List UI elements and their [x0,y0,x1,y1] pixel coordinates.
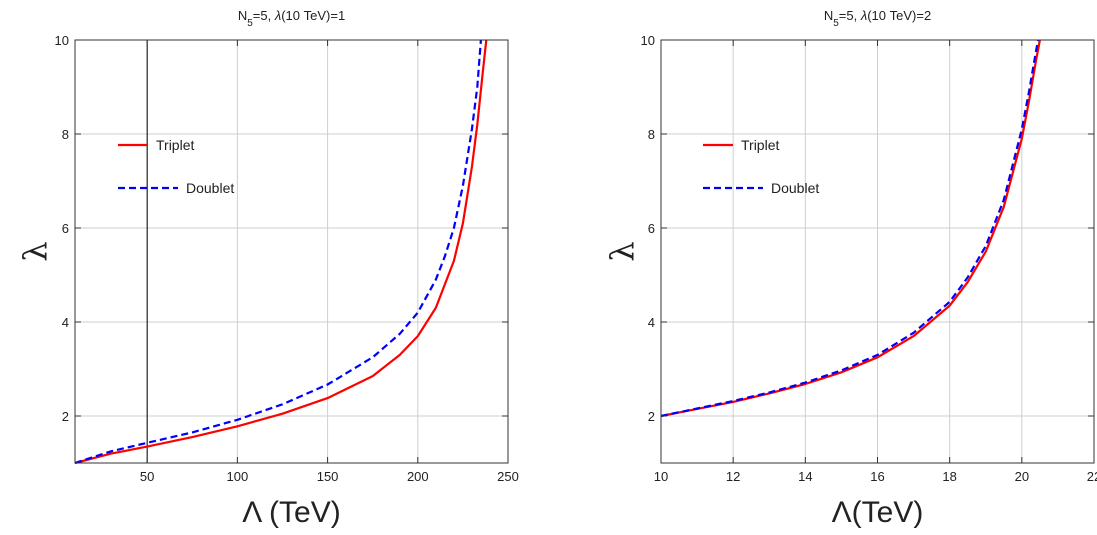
x-axis-title: Λ (TeV) [242,496,340,529]
x-tick-label: 150 [317,469,339,484]
legend-label-doublet: Doublet [771,180,819,196]
legend: Triplet Doublet [118,137,234,196]
x-tick-label: 12 [726,469,740,484]
y-tick-label: 2 [62,409,69,424]
y-axis-title: λ [603,241,641,261]
x-tick-label: 16 [870,469,884,484]
y-tick-label: 10 [55,33,69,48]
legend-label-doublet: Doublet [186,180,234,196]
series-line-triplet [74,39,488,465]
legend: Triplet Doublet [703,137,819,196]
series-line-doublet [660,39,1040,418]
chart-title: N5=5, λ(10 TeV)=1 [238,8,345,29]
x-tick-label: 200 [407,469,429,484]
x-tick-label: 250 [497,469,519,484]
plot-frame [74,39,509,464]
y-tick-label: 6 [648,221,655,236]
chart-panel-2: 10121416182022246810N5=5, λ(10 TeV)=2Λ(T… [603,8,1097,529]
x-tick-label: 10 [654,469,668,484]
y-tick-label: 6 [62,221,69,236]
chart-title: N5=5, λ(10 TeV)=2 [824,8,931,29]
legend-label-triplet: Triplet [741,137,779,153]
x-tick-label: 18 [942,469,956,484]
x-tick-label: 20 [1015,469,1029,484]
y-tick-label: 10 [641,33,655,48]
y-tick-label: 4 [648,315,655,330]
y-tick-label: 4 [62,315,69,330]
y-axis-title: λ [16,241,54,261]
x-axis-title: Λ(TeV) [832,496,924,529]
x-tick-label: 100 [227,469,249,484]
series-line-doublet [74,39,482,465]
x-tick-label: 14 [798,469,812,484]
legend-label-triplet: Triplet [156,137,194,153]
x-tick-label: 22 [1087,469,1097,484]
x-tick-label: 50 [140,469,154,484]
y-tick-label: 8 [62,127,69,142]
chart-panel-1: 50 100 150 200 250 2 4 6 8 10 N5=5, λ(10 TeV)=1 Λ (… [16,8,519,529]
y-tick-label: 2 [648,409,655,424]
y-tick-label: 8 [648,127,655,142]
